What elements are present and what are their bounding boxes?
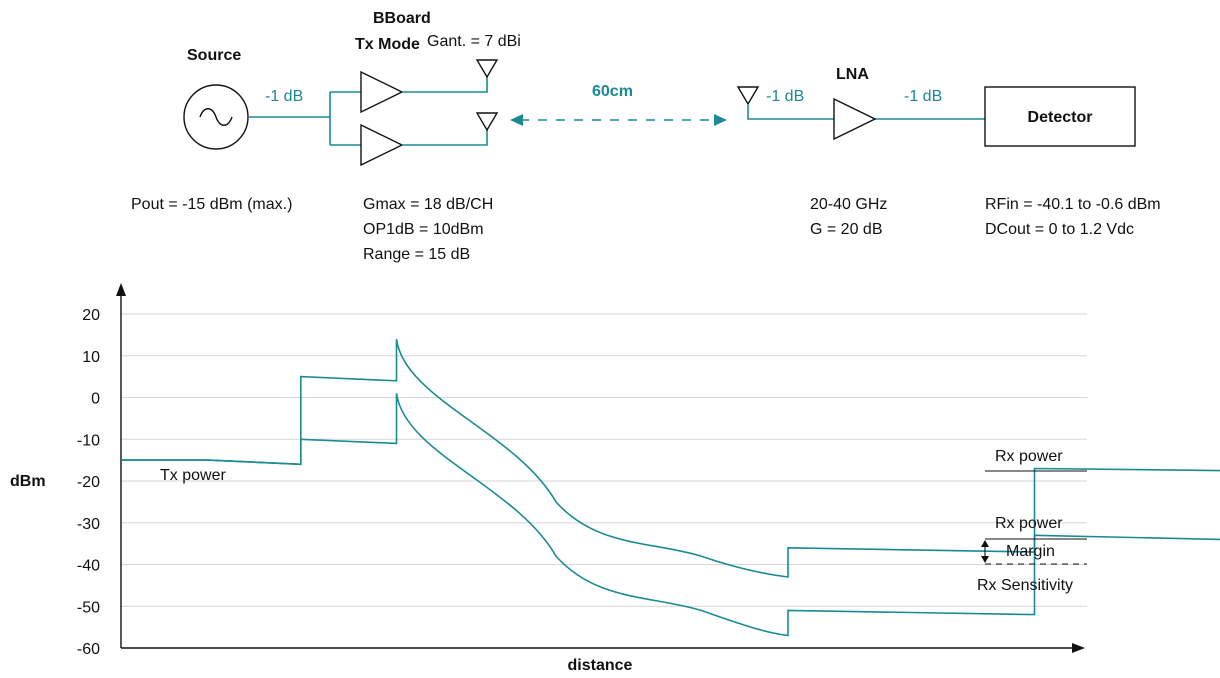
y-tick-label: -20 bbox=[77, 474, 100, 491]
series-lines bbox=[121, 338, 1220, 637]
series-upper-line bbox=[121, 338, 1220, 578]
distance-arrow-left-icon bbox=[510, 114, 523, 126]
tx-antenna-upper-icon bbox=[475, 59, 499, 79]
loss-label-2: -1 dB bbox=[766, 88, 804, 105]
bboard-amplifier-upper-icon bbox=[360, 70, 404, 114]
bboard-spec-line3: Range = 15 dB bbox=[363, 246, 470, 263]
y-axis-arrow-icon bbox=[116, 283, 126, 296]
margin-annotation: Margin bbox=[1006, 543, 1055, 560]
y-tick-label: -40 bbox=[77, 558, 100, 575]
rx-power-upper-annotation: Rx power bbox=[995, 448, 1063, 465]
x-axis-arrow-icon bbox=[1072, 643, 1085, 653]
source-spec: Pout = -15 dBm (max.) bbox=[131, 196, 292, 213]
tx-power-annotation: Tx power bbox=[160, 467, 226, 484]
lna-spec-line2: G = 20 dB bbox=[810, 221, 883, 238]
distance-arrow-right-icon bbox=[714, 114, 727, 126]
y-tick-label: -30 bbox=[77, 516, 100, 533]
source-title: Source bbox=[187, 47, 241, 64]
margin-arrow-up-icon bbox=[981, 540, 989, 547]
y-tick-label: -60 bbox=[77, 641, 100, 658]
distance-label: 60cm bbox=[592, 83, 633, 100]
loss-label-1: -1 dB bbox=[265, 88, 303, 105]
rx-antenna-icon bbox=[736, 86, 760, 106]
bboard-title-line2: Tx Mode bbox=[355, 36, 420, 53]
loss-label-3: -1 dB bbox=[904, 88, 942, 105]
rx-power-lower-annotation: Rx power bbox=[995, 515, 1063, 532]
x-axis-label: distance bbox=[568, 657, 633, 674]
antenna-gain-label: Gant. = 7 dBi bbox=[427, 33, 521, 50]
lna-spec-line1: 20-40 GHz bbox=[810, 196, 887, 213]
y-tick-label: -10 bbox=[77, 432, 100, 449]
splitter-wire bbox=[249, 91, 361, 146]
bboard-spec-line1: Gmax = 18 dB/CH bbox=[363, 196, 493, 213]
bboard-output-wires bbox=[402, 76, 488, 146]
detector-title: Detector bbox=[1028, 109, 1093, 126]
lna-amplifier-icon bbox=[833, 97, 877, 141]
bboard-spec-line2: OP1dB = 10dBm bbox=[363, 221, 484, 238]
grid-lines bbox=[121, 313, 1087, 607]
y-tick-label: 20 bbox=[82, 307, 100, 324]
rx-wires bbox=[747, 104, 985, 120]
bboard-title-line1: BBoard bbox=[373, 10, 431, 27]
y-tick-labels: 20 10 0 -10 -20 -30 -40 -50 -60 bbox=[77, 307, 100, 658]
y-axis-label: dBm bbox=[10, 473, 46, 490]
detector-spec-line1: RFin = -40.1 to -0.6 dBm bbox=[985, 196, 1161, 213]
bboard-amplifier-lower-icon bbox=[360, 123, 404, 167]
power-level-chart: 20 10 0 -10 -20 -30 -40 -50 -60 dBm distance Tx … bbox=[10, 283, 1220, 674]
sine-wave-icon bbox=[199, 108, 233, 126]
y-tick-label: 10 bbox=[82, 349, 100, 366]
detector-block bbox=[984, 86, 1136, 147]
tx-antenna-lower-icon bbox=[475, 112, 499, 132]
lna-title: LNA bbox=[836, 66, 869, 83]
block-diagram: Source -1 dB Pout = -15 dBm (max.) BBoar… bbox=[131, 10, 1161, 263]
series-lower-line bbox=[121, 393, 1220, 637]
y-tick-label: -50 bbox=[77, 599, 100, 616]
rx-sensitivity-annotation: Rx Sensitivity bbox=[977, 577, 1073, 594]
detector-spec-line2: DCout = 0 to 1.2 Vdc bbox=[985, 221, 1134, 238]
y-tick-label: 0 bbox=[91, 391, 100, 408]
margin-arrow-down-icon bbox=[981, 556, 989, 563]
